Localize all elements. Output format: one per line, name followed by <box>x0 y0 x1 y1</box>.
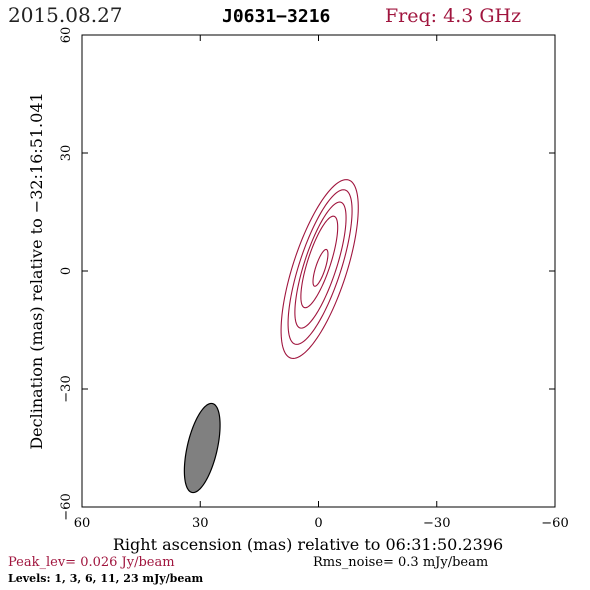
source-name: J0631−3216 <box>222 6 330 27</box>
x-tick-label: −60 <box>541 516 568 531</box>
contour-1-mjy <box>280 179 359 359</box>
x-axis-title: Right ascension (mas) relative to 06:31:… <box>113 535 503 554</box>
contour-6-mjy <box>294 201 347 329</box>
y-axis-title: Declination (mas) relative to −32:16:51.… <box>27 92 46 449</box>
observation-date: 2015.08.27 <box>8 3 123 27</box>
plot-frame <box>81 34 556 508</box>
beam-layer <box>183 402 221 494</box>
contour-3-mjy <box>287 189 353 345</box>
x-tick-label: −30 <box>423 516 450 531</box>
axis-ticks <box>81 34 556 508</box>
contour-levels-label: Levels: 1, 3, 6, 11, 23 mJy/beam <box>8 572 203 585</box>
contour-layer <box>280 179 359 359</box>
y-tick-label: −60 <box>59 493 74 520</box>
contour-11-mjy <box>300 215 339 309</box>
frequency-label: Freq: 4.3 GHz <box>385 5 521 27</box>
beam-ellipse <box>183 402 221 494</box>
peak-level-label: Peak_lev= 0.026 Jy/beam <box>8 555 175 570</box>
y-tick-label: 30 <box>59 145 74 162</box>
x-tick-label: 60 <box>74 516 91 531</box>
x-tick-label: 30 <box>192 516 209 531</box>
x-tick-label: 0 <box>314 516 322 531</box>
rms-noise-label: Rms_noise= 0.3 mJy/beam <box>313 555 488 570</box>
contour-23-mjy <box>312 248 329 287</box>
y-tick-label: 0 <box>59 267 74 275</box>
y-tick-labels: −60 −30 0 30 60 <box>59 27 74 521</box>
y-tick-label: −30 <box>59 375 74 402</box>
y-tick-label: 60 <box>59 27 74 44</box>
x-tick-labels: 60 30 0 −30 −60 <box>74 516 569 531</box>
